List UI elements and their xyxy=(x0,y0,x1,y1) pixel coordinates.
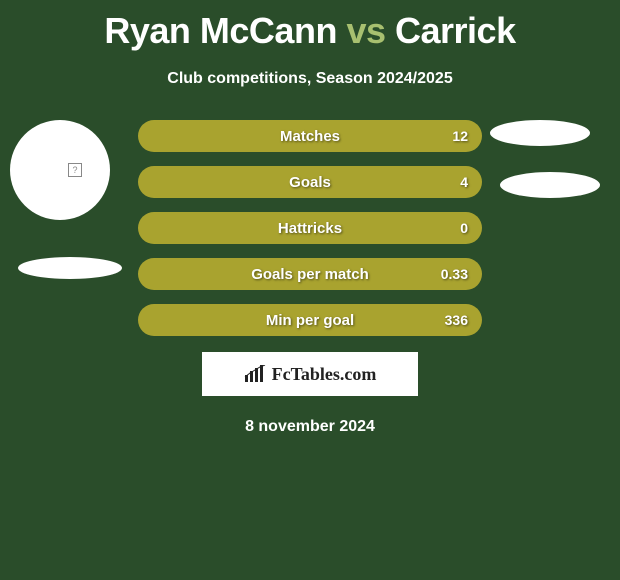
player2-shadow-2 xyxy=(500,172,600,198)
stat-value: 4 xyxy=(460,174,468,190)
stat-label: Hattricks xyxy=(278,220,342,237)
comparison-title: Ryan McCann vs Carrick xyxy=(0,0,620,52)
stat-label: Goals xyxy=(289,174,331,191)
brand-text: FcTables.com xyxy=(272,364,377,385)
content-area: ? Matches 12 Goals 4 Hattricks 0 Goals p… xyxy=(0,120,620,436)
stat-bar: Matches 12 xyxy=(138,120,482,152)
stat-bar: Goals 4 xyxy=(138,166,482,198)
player1-avatar: ? xyxy=(10,120,110,220)
stat-bar: Hattricks 0 xyxy=(138,212,482,244)
subtitle: Club competitions, Season 2024/2025 xyxy=(0,70,620,88)
stat-label: Matches xyxy=(280,128,340,145)
stat-value: 0.33 xyxy=(441,266,468,282)
player2-name: Carrick xyxy=(395,10,516,51)
stat-value: 12 xyxy=(452,128,468,144)
date-label: 8 november 2024 xyxy=(0,418,620,436)
vs-label: vs xyxy=(346,10,385,51)
image-placeholder-icon: ? xyxy=(68,163,82,177)
stat-label: Min per goal xyxy=(266,312,354,329)
stats-bars: Matches 12 Goals 4 Hattricks 0 Goals per… xyxy=(138,120,482,336)
player2-shadow-1 xyxy=(490,120,590,146)
stat-bar: Min per goal 336 xyxy=(138,304,482,336)
player1-shadow xyxy=(18,257,122,279)
stat-label: Goals per match xyxy=(251,266,369,283)
bar-chart-icon xyxy=(244,365,266,383)
stat-value: 0 xyxy=(460,220,468,236)
player1-name: Ryan McCann xyxy=(104,10,337,51)
stat-bar: Goals per match 0.33 xyxy=(138,258,482,290)
brand-box: FcTables.com xyxy=(202,352,418,396)
stat-value: 336 xyxy=(445,312,468,328)
